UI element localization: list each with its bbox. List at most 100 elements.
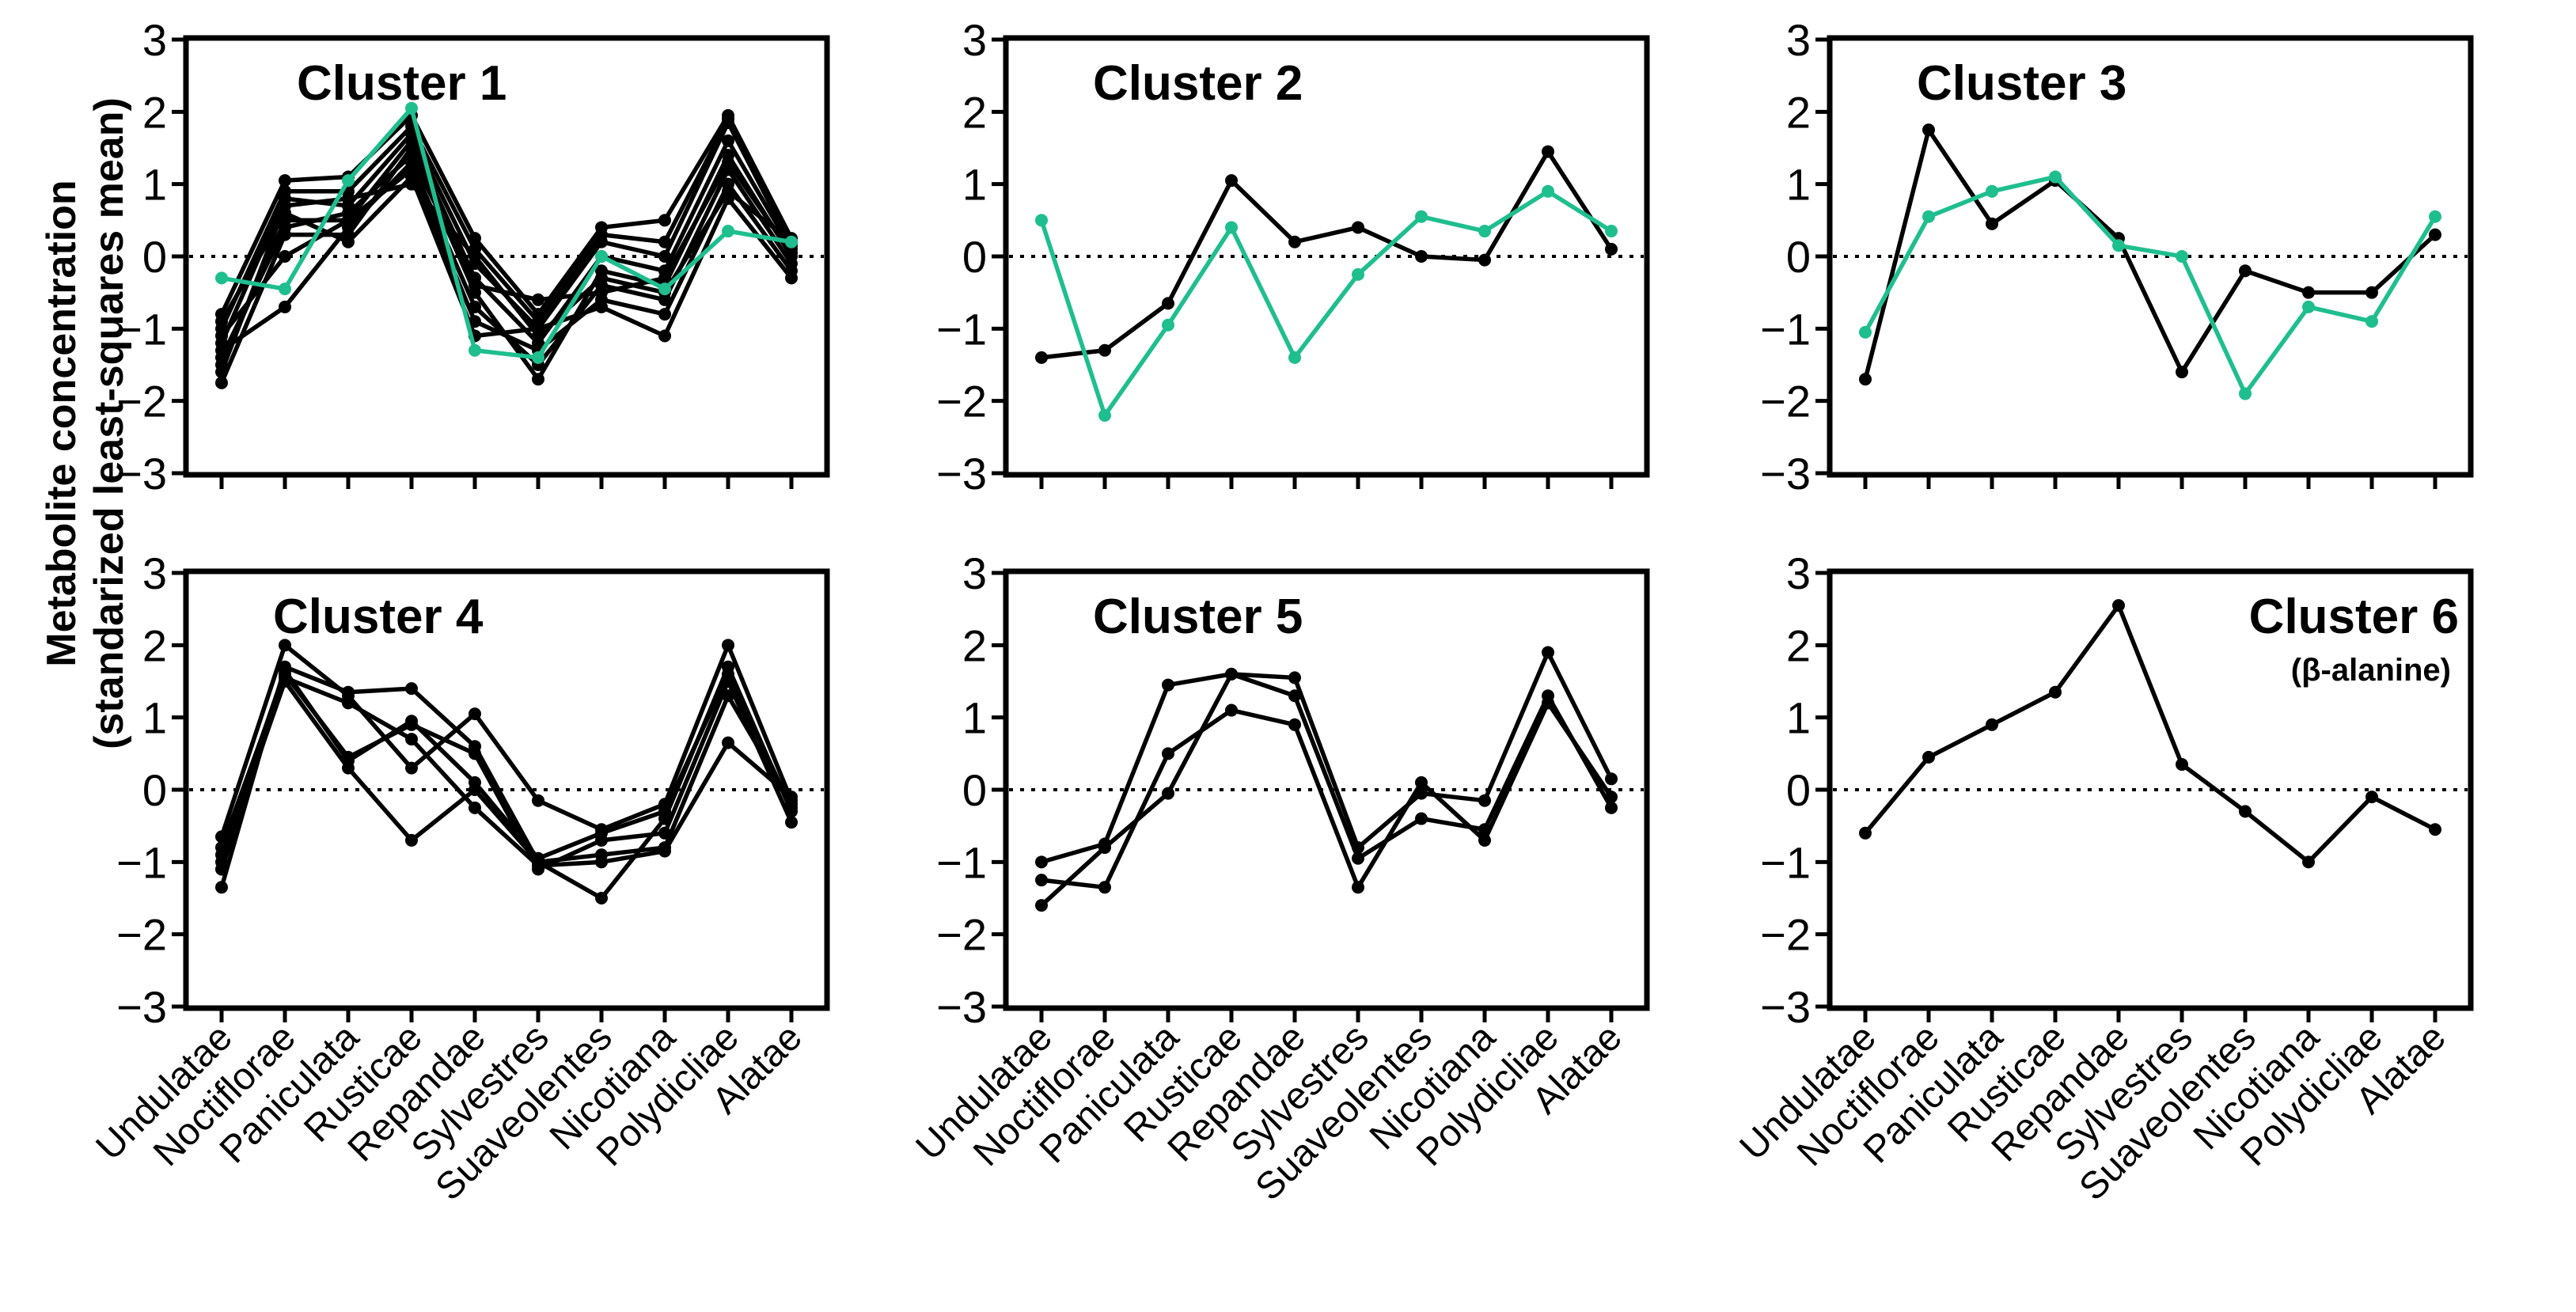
data-point xyxy=(2365,791,2378,804)
data-point xyxy=(1922,750,1935,764)
y-tick-label: −3 xyxy=(116,982,167,1032)
chart-panel-2: 3 2 1 0 −1 −2 −3 Cluster 2 xyxy=(936,15,1650,499)
data-point xyxy=(2302,855,2315,869)
y-tick-label: 1 xyxy=(142,160,167,210)
data-point xyxy=(469,707,481,721)
series-line-m9 xyxy=(219,153,794,359)
y-tick-label: 2 xyxy=(142,87,167,137)
data-point xyxy=(215,366,228,379)
data-point xyxy=(2365,286,2378,299)
y-tick-label: −3 xyxy=(936,449,987,499)
data-point xyxy=(342,174,355,188)
y-tick-label: −2 xyxy=(116,910,167,960)
data-point xyxy=(405,833,418,847)
data-point xyxy=(532,851,544,865)
data-point xyxy=(2112,239,2125,252)
data-point xyxy=(722,225,734,238)
y-tick-label: −1 xyxy=(1760,837,1811,887)
data-point xyxy=(1859,826,1872,840)
series-line-m4 xyxy=(219,679,794,865)
series-line-highlight xyxy=(221,106,792,360)
data-point xyxy=(785,801,798,814)
data-point xyxy=(469,801,481,814)
data-point xyxy=(1542,145,1554,158)
data-point xyxy=(1162,747,1174,760)
data-point xyxy=(215,376,228,389)
data-point xyxy=(469,250,481,263)
data-point xyxy=(1605,772,1618,786)
y-tick-label: 1 xyxy=(962,160,987,210)
series-line-m1 xyxy=(1041,650,1614,864)
data-point xyxy=(2176,758,2188,772)
y-tick-label: 3 xyxy=(962,548,987,598)
data-point xyxy=(2429,228,2441,241)
data-point xyxy=(1352,881,1364,894)
y-tick-label: −3 xyxy=(1760,982,1811,1032)
series-line-m3 xyxy=(1040,672,1614,908)
y-tick-label: 0 xyxy=(142,232,167,282)
data-point xyxy=(1098,841,1111,855)
data-point xyxy=(405,149,418,162)
data-point xyxy=(1162,318,1174,332)
data-point xyxy=(1415,812,1428,825)
data-point xyxy=(658,805,671,818)
data-point xyxy=(2429,823,2441,836)
y-tick-label: 1 xyxy=(1786,160,1811,210)
data-point xyxy=(1288,718,1301,731)
data-point xyxy=(215,315,228,328)
data-point xyxy=(342,207,355,220)
series-line-m6 xyxy=(219,668,794,861)
data-point xyxy=(1162,678,1174,692)
data-point xyxy=(595,826,608,840)
data-point xyxy=(1922,210,1935,223)
data-point xyxy=(279,282,291,296)
cluster-subtitle: (β-alanine) xyxy=(2291,653,2451,688)
y-tick-label: 1 xyxy=(962,693,987,743)
data-point xyxy=(785,246,798,260)
y-tick-label: −2 xyxy=(936,910,987,960)
data-point xyxy=(785,271,798,285)
series-line-m10 xyxy=(219,181,793,374)
data-point xyxy=(722,667,734,681)
data-point xyxy=(2049,685,2062,699)
data-point xyxy=(1415,250,1428,263)
data-point xyxy=(1035,899,1048,912)
data-point xyxy=(405,715,418,728)
data-point xyxy=(1098,343,1111,357)
data-point xyxy=(1288,351,1301,364)
data-point xyxy=(532,373,544,386)
data-point xyxy=(1352,221,1364,234)
data-point xyxy=(405,101,418,115)
data-point xyxy=(2049,170,2062,184)
data-point xyxy=(1225,703,1238,717)
data-point xyxy=(1352,267,1364,281)
data-point xyxy=(405,761,418,775)
y-tick-label: 1 xyxy=(1786,693,1811,743)
y-tick-label: 0 xyxy=(962,765,987,815)
data-point xyxy=(2176,366,2188,379)
y-tick-label: −3 xyxy=(936,982,987,1032)
data-point xyxy=(722,639,734,652)
y-tick-label: 2 xyxy=(142,620,167,670)
series-line-m2 xyxy=(219,116,794,330)
data-point xyxy=(1986,718,1998,731)
data-point xyxy=(1162,787,1174,800)
y-axis-label-line1: Metabolite concentration xyxy=(39,180,85,666)
cluster-title: Cluster 6 xyxy=(2249,590,2459,644)
series-line-m1 xyxy=(219,643,794,838)
series-line-m5 xyxy=(219,675,793,870)
data-point xyxy=(595,300,608,313)
data-point xyxy=(785,235,798,248)
y-tick-label: −1 xyxy=(116,304,167,354)
data-point xyxy=(532,794,544,807)
y-tick-label: −1 xyxy=(116,837,167,887)
y-tick-label: 0 xyxy=(962,232,987,282)
data-point xyxy=(1478,823,1491,836)
data-point xyxy=(215,848,228,862)
data-point xyxy=(1478,253,1491,267)
y-tick-label: −3 xyxy=(116,449,167,499)
data-point xyxy=(342,191,355,205)
data-point xyxy=(722,156,734,169)
